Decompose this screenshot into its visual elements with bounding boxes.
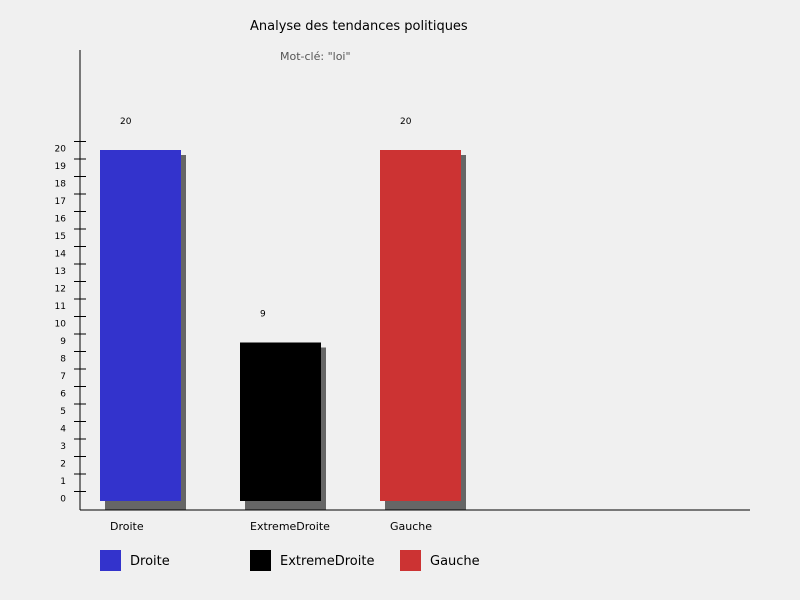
y-tick-label: 9: [60, 337, 66, 347]
y-tick-label: 12: [55, 285, 66, 295]
y-tick-label: 10: [55, 320, 67, 330]
data-label: 20: [120, 117, 132, 127]
bar-gauche: [380, 150, 461, 501]
y-tick-label: 11: [55, 302, 66, 312]
x-category-label: Gauche: [390, 520, 432, 533]
y-tick-label: 8: [60, 355, 66, 365]
y-tick-label: 16: [55, 215, 67, 225]
legend-label: Gauche: [430, 554, 480, 569]
y-tick-label: 18: [55, 180, 67, 190]
y-tick-label: 17: [55, 197, 66, 207]
chart-title: Analyse des tendances politiques: [250, 19, 468, 34]
data-labels: 20 9 20: [120, 117, 412, 320]
y-tick-label: 3: [60, 442, 66, 452]
legend: Droite ExtremeDroite Gauche: [100, 550, 480, 571]
legend-label: ExtremeDroite: [280, 554, 374, 569]
data-label: 9: [260, 310, 266, 320]
y-tick-label: 2: [60, 460, 66, 470]
legend-swatch: [400, 550, 421, 571]
x-category-label: Droite: [110, 520, 144, 533]
y-tick-label: 20: [55, 145, 67, 155]
x-category-label: ExtremeDroite: [250, 520, 330, 533]
bars: [100, 150, 461, 501]
y-tick-label: 15: [55, 232, 66, 242]
bar-extremedroite: [240, 342, 321, 501]
legend-label: Droite: [130, 554, 170, 569]
y-tick-label: 1: [60, 477, 66, 487]
y-tick-label: 4: [60, 425, 66, 435]
legend-swatch: [250, 550, 271, 571]
y-tick-label: 7: [60, 372, 66, 382]
y-tick-label: 5: [60, 407, 66, 417]
chart-subtitle: Mot-clé: "loi": [280, 50, 351, 63]
y-tick-label: 6: [60, 390, 66, 400]
y-tick-label: 14: [55, 250, 67, 260]
y-tick-label: 13: [55, 267, 66, 277]
bar-droite: [100, 150, 181, 501]
data-label: 20: [400, 117, 412, 127]
y-tick-label: 0: [60, 495, 66, 505]
x-axis-labels: Droite ExtremeDroite Gauche: [110, 520, 432, 533]
y-tick-label: 19: [55, 162, 67, 172]
legend-swatch: [100, 550, 121, 571]
